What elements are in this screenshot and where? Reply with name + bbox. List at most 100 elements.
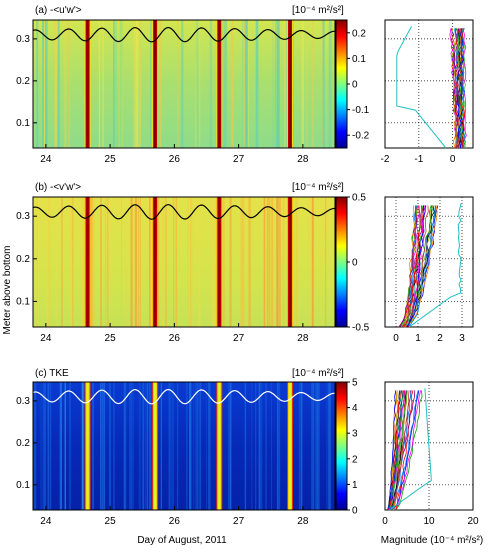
event-band-core — [289, 197, 291, 327]
texture-stripe — [274, 20, 278, 148]
texture-stripe — [72, 197, 74, 327]
panel-a-title: (a) -<u'w'> — [35, 5, 82, 16]
x-tick-label: 28 — [297, 154, 309, 165]
profile-curve — [461, 28, 466, 149]
texture-stripe — [330, 20, 332, 148]
texture-stripe — [248, 197, 251, 327]
texture-stripe — [308, 197, 310, 327]
texture-stripe — [49, 382, 52, 510]
panel-c-colorbar-ticks: 5 4 3 2 1 0 — [347, 378, 358, 517]
texture-stripe — [316, 382, 320, 510]
texture-stripe — [276, 197, 279, 327]
texture-stripe — [139, 20, 141, 148]
texture-stripe — [36, 20, 39, 148]
texture-stripe — [145, 382, 147, 510]
texture-stripe — [206, 382, 207, 510]
panel-c-colorbar — [335, 381, 348, 511]
texture-stripe — [271, 382, 272, 510]
colorbar-tick-label: 0.1 — [352, 54, 366, 65]
texture-stripe — [311, 197, 314, 327]
colorbar-tick-label: -0.2 — [352, 131, 370, 142]
texture-stripe — [231, 20, 234, 148]
x-tick-label: 27 — [233, 154, 245, 165]
texture-stripe — [160, 382, 162, 510]
event-band-core — [86, 382, 89, 510]
profile-curve — [403, 205, 434, 328]
texture-stripe — [47, 382, 49, 510]
x-tick-label: 25 — [105, 516, 117, 527]
texture-stripe — [198, 197, 201, 327]
profile-x-tick-label: 0 — [450, 154, 456, 165]
texture-stripe — [229, 197, 232, 327]
colorbar-tick-label: 0 — [352, 506, 358, 517]
texture-stripe — [279, 382, 281, 510]
x-axis-label: Day of August, 2011 — [137, 535, 227, 546]
texture-stripe — [240, 197, 242, 327]
x-tick-label: 24 — [40, 154, 52, 165]
profile-curve — [407, 205, 426, 328]
texture-stripe — [60, 382, 62, 510]
profile-x-tick-label: 10 — [423, 516, 435, 527]
texture-stripe — [266, 197, 270, 327]
texture-stripe — [115, 20, 117, 148]
texture-stripe — [311, 20, 314, 148]
texture-stripe — [199, 382, 201, 510]
x-tick-label: 28 — [297, 333, 309, 344]
texture-stripe — [158, 20, 162, 148]
event-band-core — [218, 197, 221, 327]
texture-stripe — [190, 197, 193, 327]
texture-stripe — [57, 20, 60, 148]
texture-stripe — [282, 197, 285, 327]
texture-stripe — [186, 382, 188, 510]
texture-stripe — [142, 382, 144, 510]
profile-x-tick-label: 1 — [415, 333, 421, 344]
profile-curve — [456, 28, 464, 149]
texture-stripe — [193, 382, 195, 510]
profile-curve — [388, 390, 397, 511]
colorbar-tick-label: 0 — [352, 80, 358, 91]
texture-stripe — [212, 197, 215, 327]
profile-outlier-curve — [408, 203, 462, 328]
x-tick-label: 24 — [40, 516, 52, 527]
texture-stripe — [93, 197, 95, 327]
profile-x-tick-label: 3 — [459, 333, 465, 344]
profile-outlier-curve — [389, 388, 432, 511]
texture-stripe — [82, 197, 84, 327]
texture-stripe — [187, 197, 189, 327]
texture-stripe — [129, 382, 132, 510]
texture-stripe — [181, 20, 184, 148]
texture-stripe — [100, 382, 101, 510]
colorbar-tick-label: 5 — [352, 378, 358, 389]
texture-stripe — [328, 20, 331, 148]
texture-stripe — [81, 197, 83, 327]
x-tick-label: 25 — [105, 154, 117, 165]
texture-stripe — [278, 382, 280, 510]
texture-stripe — [81, 382, 84, 510]
event-band-core — [154, 382, 157, 510]
texture-stripe — [64, 20, 67, 148]
profile-curve — [395, 390, 414, 511]
texture-stripe — [131, 197, 133, 327]
event-band-core — [218, 382, 221, 510]
texture-stripe — [210, 197, 211, 327]
colorbar-tick-label: 0 — [352, 258, 358, 269]
texture-stripe — [107, 197, 109, 327]
texture-stripe — [209, 20, 212, 148]
texture-stripe — [101, 382, 104, 510]
panel-a-stripes — [36, 20, 332, 148]
texture-stripe — [324, 197, 327, 327]
texture-stripe — [223, 20, 226, 148]
texture-stripe — [162, 197, 165, 327]
texture-stripe — [130, 197, 133, 327]
panel-c-title: (c) TKE — [35, 368, 69, 379]
texture-stripe — [194, 382, 196, 510]
profile-curve — [388, 390, 408, 511]
profile-curve — [386, 390, 416, 511]
profile-outlier-curve — [396, 26, 447, 149]
event-band-core — [86, 20, 89, 148]
texture-stripe — [55, 197, 58, 327]
texture-stripe — [138, 197, 139, 327]
y-tick-label: 0.2 — [16, 76, 30, 87]
colorbar-tick-label: 0.5 — [352, 193, 366, 204]
texture-stripe — [271, 197, 274, 327]
